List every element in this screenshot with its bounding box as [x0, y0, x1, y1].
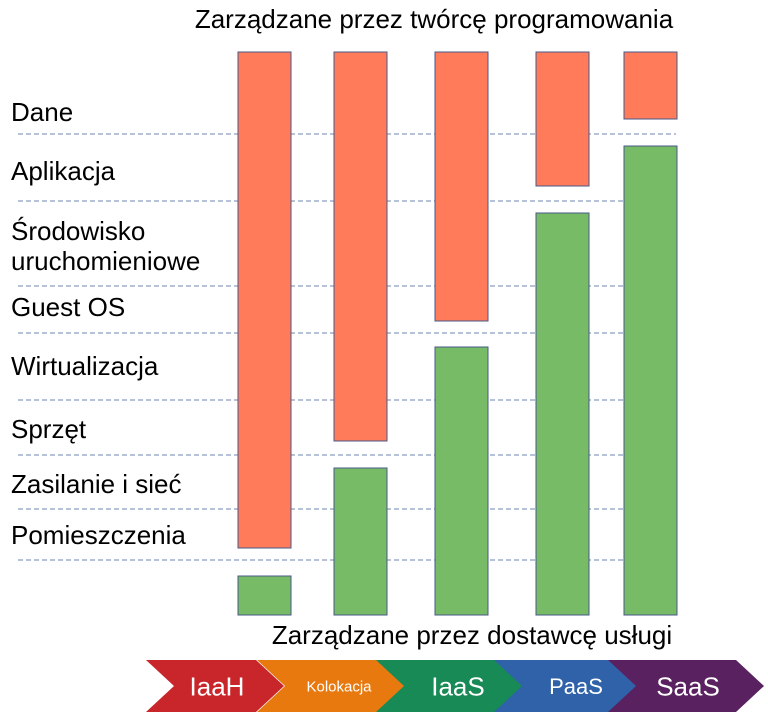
bottom-title: Zarządzane przez dostawcę usługi	[272, 620, 672, 650]
developer-managed-bar	[535, 51, 590, 187]
service-model-label: IaaH	[190, 671, 245, 701]
service-model-label: Kolokacja	[306, 678, 372, 695]
developer-managed-bar	[237, 51, 292, 549]
service-model-label: PaaS	[549, 674, 603, 699]
service-model-chevron	[376, 660, 536, 712]
layer-label: Dane	[11, 97, 73, 127]
layer-label: Środowisko	[11, 216, 145, 246]
provider-managed-bar	[535, 212, 590, 616]
provider-managed-bar	[434, 346, 489, 616]
layer-label: Aplikacja	[11, 156, 116, 186]
developer-managed-bar	[434, 51, 489, 322]
provider-managed-bar	[237, 575, 292, 616]
layer-label: Wirtualizacja	[11, 351, 159, 381]
layer-label: uruchomieniowe	[11, 246, 200, 276]
provider-managed-bar	[623, 145, 678, 616]
layer-label: Zasilanie i sieć	[11, 469, 182, 499]
service-model-chevron	[146, 660, 284, 712]
layer-label: Guest OS	[11, 292, 125, 322]
service-model-label: IaaS	[431, 671, 485, 701]
responsibility-bars	[237, 51, 678, 616]
service-model-chevron	[257, 660, 417, 712]
developer-managed-bar	[623, 51, 678, 120]
service-model-chevron	[608, 660, 764, 712]
top-title: Zarządzane przez twórcę programowania	[195, 4, 674, 34]
service-model-chevrons: IaaH Kolokacja IaaS PaaS SaaS	[146, 660, 764, 712]
layer-label: Pomieszczenia	[11, 520, 186, 550]
service-model-label: SaaS	[656, 671, 720, 701]
developer-managed-bar	[333, 51, 388, 442]
service-model-chevron	[494, 660, 654, 712]
layer-label: Sprzęt	[11, 414, 87, 444]
provider-managed-bar	[333, 467, 388, 616]
